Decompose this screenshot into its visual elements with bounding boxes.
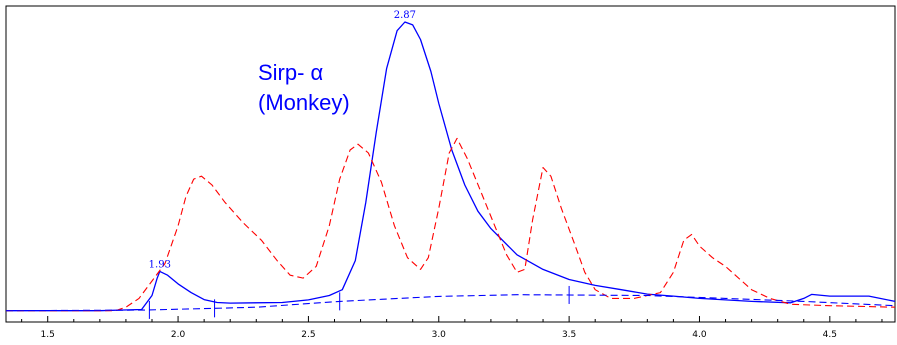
- x-tick-label: 2.5: [301, 330, 315, 340]
- peak-label: 1.93: [149, 259, 171, 270]
- plot-frame: [5, 5, 896, 323]
- x-tick-label: 4.0: [692, 330, 707, 340]
- integration-marks: [148, 285, 570, 319]
- x-tick-label: 4.5: [823, 330, 837, 340]
- annotation-line-2: (Monkey): [258, 90, 350, 115]
- series-group: [5, 21, 896, 312]
- series-blue-dashed-baseline: [5, 294, 896, 312]
- annotation-line-1: Sirp- α: [258, 60, 324, 85]
- x-axis-ticks: 1.5 2.0 2.5 3.0 3.5 4.0 4.5: [21, 316, 883, 340]
- peak-label: 2.87: [394, 10, 416, 21]
- x-tick-label: 2.0: [171, 330, 186, 340]
- x-tick-label: 1.5: [41, 330, 55, 340]
- x-tick-label: 3.0: [432, 330, 447, 340]
- series-red-dashed: [6, 137, 896, 312]
- x-tick-label: 3.5: [562, 330, 576, 340]
- peak-labels: 1.93 2.87: [149, 10, 416, 270]
